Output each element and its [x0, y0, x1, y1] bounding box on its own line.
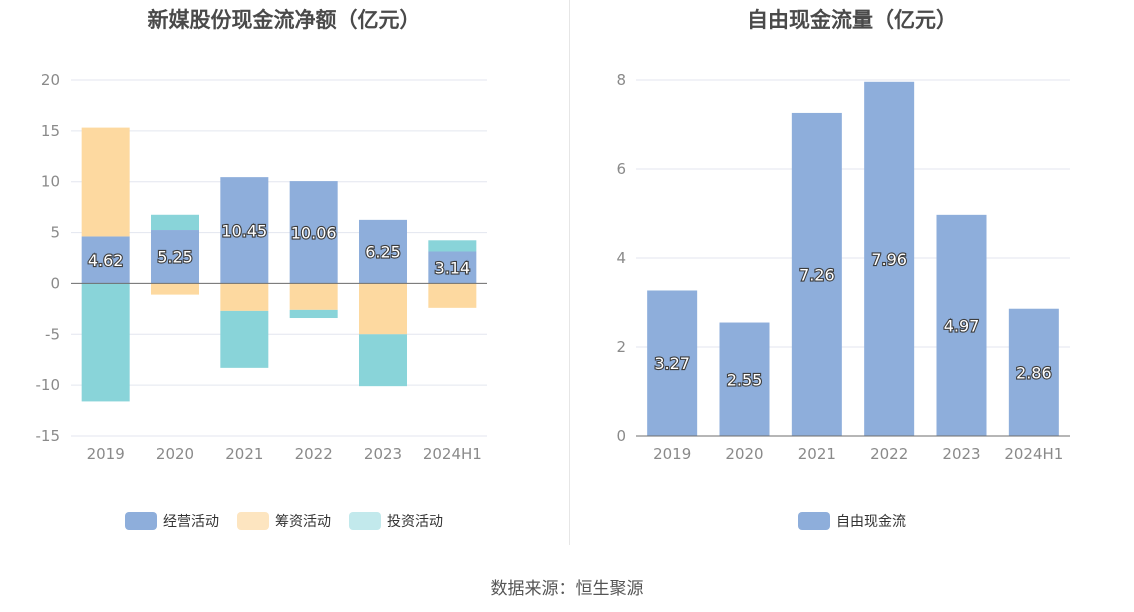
legend-item-financing[interactable]: 筹资活动: [237, 511, 331, 531]
data-label: 4.62: [88, 251, 124, 270]
bar-segment: [151, 230, 199, 284]
legend-item-free-cash-flow[interactable]: 自由现金流: [798, 511, 906, 531]
data-label: 2.86: [1016, 363, 1052, 382]
data-label: 2.55: [727, 370, 763, 389]
free-cash-flow-plot: 8 6 4 2 0 3.27 2019 2.55 2020 7.26 2021 7.96 2022 4.9…: [616, 71, 1070, 463]
legend-label: 筹资活动: [275, 514, 331, 530]
x-tick-label: 2019: [653, 445, 691, 463]
x-tick-label: 2020: [725, 445, 763, 463]
legend-label: 经营活动: [163, 514, 219, 530]
cash-flow-net-chart: 新媒股份现金流净额（亿元） 20 15 10 5 0 -5 -10 -15 4.62 2019 5.…: [0, 0, 568, 545]
bar: [864, 81, 915, 436]
data-source: 数据来源：恒生聚源: [490, 579, 644, 599]
legend: 经营活动 筹资活动 投资活动: [0, 511, 568, 531]
bar: [1008, 308, 1059, 436]
bar-segment: [359, 219, 407, 284]
bar-segment: [428, 283, 477, 308]
y-tick-label: 4: [616, 249, 626, 267]
y-tick-label: -5: [45, 325, 60, 343]
bar-segment: [151, 283, 199, 295]
x-tick-label: 2021: [225, 445, 263, 463]
legend-swatch: [125, 512, 157, 530]
data-label: 7.26: [799, 265, 835, 284]
chart-title: 新媒股份现金流净额（亿元）: [147, 8, 421, 32]
x-tick-label: 2024H1: [1004, 445, 1063, 463]
bar-segment: [151, 214, 199, 231]
bar-segment: [359, 334, 407, 387]
data-label: 5.25: [157, 248, 193, 267]
x-tick-label: 2020: [156, 445, 194, 463]
data-label: 6.25: [365, 243, 401, 262]
bar-segment: [289, 181, 338, 284]
x-tick-label: 2023: [364, 445, 402, 463]
data-label: 3.14: [435, 258, 471, 277]
bar-segment: [220, 177, 269, 284]
y-tick-label: 6: [616, 160, 626, 178]
bar-segment: [359, 283, 407, 335]
x-tick-label: 2022: [870, 445, 908, 463]
bar-segment: [289, 309, 338, 319]
bar-segment: [428, 251, 477, 284]
y-tick-label: 2: [616, 338, 626, 356]
x-tick-label: 2022: [295, 445, 333, 463]
bar-segment: [289, 283, 338, 310]
y-tick-label: 15: [41, 122, 60, 140]
y-tick-label: 10: [41, 173, 60, 191]
legend-item-operating[interactable]: 经营活动: [125, 511, 219, 531]
legend-item-investing[interactable]: 投资活动: [349, 511, 443, 531]
free-cash-flow-chart: 自由现金流量（亿元） 8 6 4 2 0 3.27 2019 2.55 2020 7.26 2021…: [570, 0, 1134, 545]
legend-label: 投资活动: [387, 514, 443, 530]
legend: 自由现金流: [570, 511, 1134, 531]
y-tick-label: -10: [36, 376, 61, 394]
chart-title: 自由现金流量（亿元）: [747, 8, 957, 32]
bar: [647, 290, 698, 436]
bar-segment: [81, 283, 130, 402]
bar: [936, 214, 987, 436]
bar: [719, 322, 770, 436]
legend-label: 自由现金流: [836, 514, 906, 530]
legend-swatch: [237, 512, 269, 530]
y-tick-label: 5: [50, 224, 60, 242]
panel-divider: [569, 0, 570, 545]
data-label: 10.45: [221, 221, 267, 240]
data-label: 7.96: [871, 250, 907, 269]
x-tick-label: 2021: [798, 445, 836, 463]
bar-segment: [220, 310, 269, 368]
y-tick-label: 0: [616, 427, 626, 445]
legend-swatch: [798, 512, 830, 530]
legend-swatch: [349, 512, 381, 530]
data-label: 3.27: [654, 354, 690, 373]
data-label: 4.97: [944, 316, 980, 335]
cash-flow-net-plot: 20 15 10 5 0 -5 -10 -15 4.62 2019 5.25 2020 10.45 202…: [36, 71, 487, 463]
x-tick-label: 2023: [942, 445, 980, 463]
y-tick-label: 0: [50, 274, 60, 292]
bar-segment: [81, 236, 130, 284]
y-tick-label: 8: [616, 71, 626, 89]
x-tick-label: 2019: [87, 445, 125, 463]
data-label: 10.06: [291, 223, 337, 242]
bar-segment: [81, 127, 130, 237]
bar-segment: [428, 240, 477, 252]
bar-segment: [220, 283, 269, 311]
y-tick-label: -15: [36, 427, 61, 445]
x-tick-label: 2024H1: [423, 445, 482, 463]
y-tick-label: 20: [41, 71, 60, 89]
bar: [791, 112, 842, 437]
